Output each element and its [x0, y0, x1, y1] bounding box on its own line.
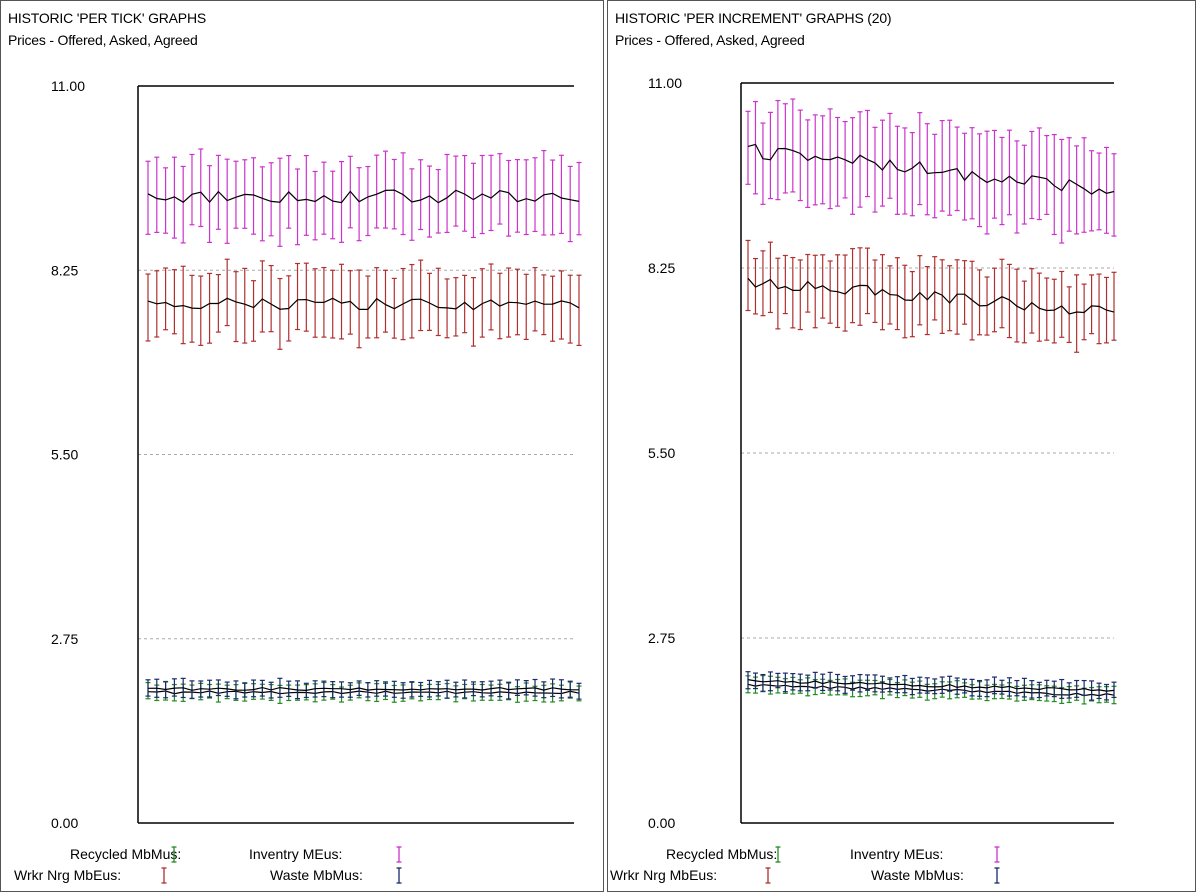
per-increment-graph-panel: HISTORIC 'PER INCREMENT' GRAPHS (20) Pri…	[607, 0, 1196, 892]
legend-label: Waste MbMus:	[270, 867, 363, 883]
per-tick-graph-panel: HISTORIC 'PER TICK' GRAPHS Prices - Offe…	[0, 0, 604, 892]
chart-subtitle: Prices - Offered, Asked, Agreed	[615, 32, 805, 48]
agreed-price-line	[747, 683, 1115, 697]
per-tick-chart: 11.00 8.25 5.50 2.75 0.00 Recycled MbMus: Inve…	[14, 78, 582, 884]
series-recycled	[145, 680, 582, 704]
agreed-price-line	[747, 277, 1115, 315]
chart-subtitle: Prices - Offered, Asked, Agreed	[8, 32, 198, 48]
y-tick-label: 8.25	[648, 260, 675, 276]
legend-label: Recycled MbMus:	[70, 846, 181, 862]
legend-label: Wrkr Nrg MbEus:	[610, 867, 717, 883]
series-waste	[745, 671, 1117, 701]
y-tick-label: 8.25	[51, 262, 78, 278]
legend-label: Recycled MbMus:	[666, 846, 777, 862]
chart-title: HISTORIC 'PER INCREMENT' GRAPHS (20)	[615, 10, 892, 26]
per-increment-chart: 11.00 8.25 5.50 2.75 0.00 Recycled MbMus: Inve…	[610, 75, 1117, 884]
agreed-price-line	[147, 690, 580, 695]
y-tick-label: 5.50	[51, 447, 78, 463]
agreed-price-line	[147, 686, 579, 692]
legend-label: Inventry MEus:	[249, 846, 342, 862]
legend-label: Waste MbMus:	[871, 867, 964, 883]
series-wrkr	[745, 239, 1117, 353]
series-waste	[145, 677, 582, 700]
y-tick-label: 0.00	[648, 815, 675, 831]
legend: Recycled MbMus: Inventry MEus: Wrkr Nrg Mb…	[14, 846, 402, 884]
y-tick-label: 2.75	[648, 630, 675, 646]
series-inventry	[145, 148, 582, 247]
legend: Recycled MbMus: Inventry MEus: Wrkr Nrg Mb…	[610, 846, 1000, 884]
agreed-price-line	[147, 297, 580, 311]
chart-title: HISTORIC 'PER TICK' GRAPHS	[8, 10, 206, 26]
legend-label: Wrkr Nrg MbEus:	[14, 867, 121, 883]
agreed-price-line	[147, 189, 580, 204]
legend-label: Inventry MEus:	[850, 846, 943, 862]
agreed-price-line	[747, 679, 1115, 692]
agreed-price-line	[747, 143, 1115, 195]
y-tick-label: 2.75	[51, 631, 78, 647]
series-inventry	[745, 98, 1117, 244]
y-tick-label: 0.00	[51, 815, 78, 831]
y-tick-label: 11.00	[51, 78, 85, 94]
series-wrkr	[145, 258, 582, 350]
y-tick-label: 5.50	[648, 445, 675, 461]
y-tick-label: 11.00	[648, 75, 682, 91]
